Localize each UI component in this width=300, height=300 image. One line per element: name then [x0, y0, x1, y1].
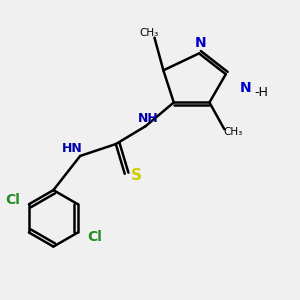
Text: S: S: [131, 168, 142, 183]
Text: -H: -H: [254, 85, 268, 98]
Text: Cl: Cl: [5, 193, 20, 207]
Text: N: N: [239, 81, 251, 94]
Text: CH₃: CH₃: [139, 28, 158, 38]
Text: CH₃: CH₃: [224, 127, 243, 137]
Text: Cl: Cl: [87, 230, 102, 244]
Text: NH: NH: [138, 112, 159, 125]
Text: HN: HN: [62, 142, 83, 155]
Text: N: N: [195, 36, 206, 50]
